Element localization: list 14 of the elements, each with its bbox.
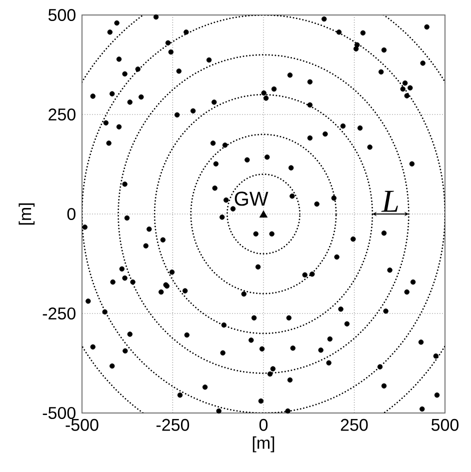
y-tick-label: 250 [48, 108, 76, 121]
series-label: GW [234, 192, 268, 206]
x-tick-label: 0 [259, 418, 268, 431]
x-tick-label: -500 [66, 418, 98, 431]
y-tick-label: 0 [67, 208, 76, 220]
x-tick-label: 250 [340, 418, 368, 431]
x-tick-label: -250 [156, 418, 190, 431]
y-tick-label: 500 [48, 8, 76, 22]
annotation: L [381, 190, 398, 212]
x-axis-title: [m] [252, 436, 274, 452]
y-axis-title: [m] [18, 203, 35, 225]
y-tick-label: -500 [42, 406, 76, 420]
x-tick-label: 500 [431, 418, 459, 431]
y-tick-label: -250 [42, 307, 76, 320]
